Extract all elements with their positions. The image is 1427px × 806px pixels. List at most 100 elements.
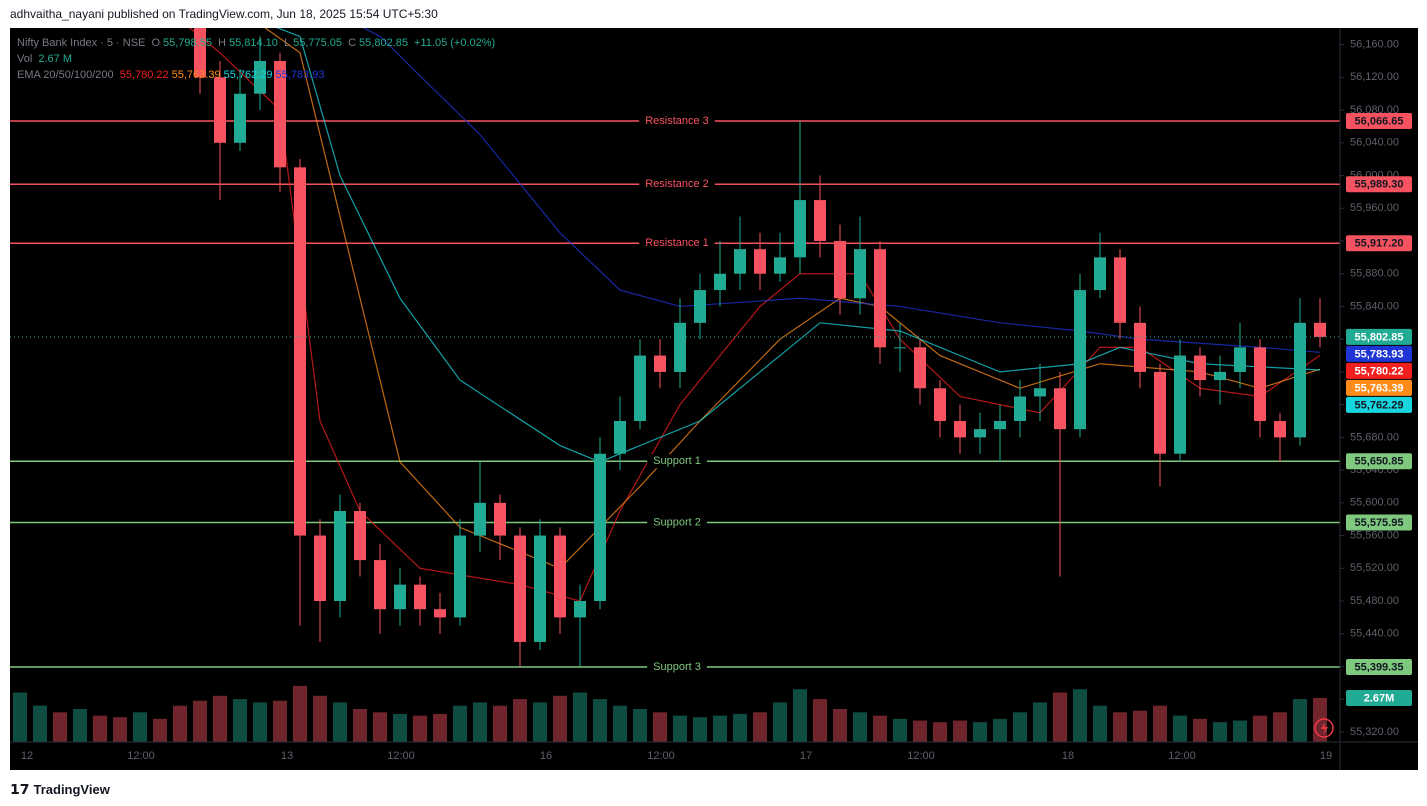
level-label: Resistance 1 xyxy=(645,237,709,249)
alert-icon[interactable] xyxy=(1314,718,1334,738)
volume-bar xyxy=(373,712,387,742)
y-tick-label: 55,840.00 xyxy=(1350,300,1399,312)
level-badge: 55,575.95 xyxy=(1355,517,1404,529)
price-pane xyxy=(10,28,1340,742)
y-tick-label: 55,440.00 xyxy=(1350,628,1399,640)
last-price-badge: 55,802.85 xyxy=(1355,331,1404,343)
ema-badge: 55,783.93 xyxy=(1355,348,1404,360)
candle-body xyxy=(954,421,966,438)
candle-body xyxy=(554,535,566,618)
x-tick-label: 12:00 xyxy=(647,750,675,762)
candle-body xyxy=(194,28,206,78)
footer-text: TradingView xyxy=(33,782,110,797)
level-label-bg xyxy=(647,515,707,530)
x-tick-label: 12:00 xyxy=(1168,750,1196,762)
y-tick-label: 56,080.00 xyxy=(1350,104,1399,116)
change: +11.05 (+0.02%) xyxy=(414,37,496,49)
y-tick-label: 55,560.00 xyxy=(1350,529,1399,541)
volume-bar xyxy=(813,699,827,742)
candle-body xyxy=(1294,322,1306,438)
level-label: Resistance 3 xyxy=(645,115,709,127)
volume-bar xyxy=(313,695,327,742)
candle-body xyxy=(414,584,426,610)
volume-bar xyxy=(993,718,1007,742)
candle-body xyxy=(1114,257,1126,323)
candle-body xyxy=(254,60,266,94)
level-label-bg xyxy=(647,454,707,469)
ema-badge: 55,762.29 xyxy=(1355,399,1404,411)
volume-bar xyxy=(393,713,407,742)
ema-value: 55,783.93 xyxy=(275,69,325,81)
volume-bar xyxy=(1253,715,1267,742)
candle-body xyxy=(974,429,986,438)
candle-body xyxy=(1214,371,1226,381)
volume-bar xyxy=(513,699,527,742)
volume-bar xyxy=(953,720,967,742)
level-badge: 55,399.35 xyxy=(1355,661,1404,673)
volume-badge-bg xyxy=(1346,689,1412,706)
volume-bar xyxy=(1093,705,1107,742)
candle-body xyxy=(474,502,486,536)
volume-bar xyxy=(573,692,587,742)
volume-bar xyxy=(1293,699,1307,742)
candle-body xyxy=(374,560,386,610)
ema-value: 55,780.22 xyxy=(119,69,169,81)
volume-bar xyxy=(333,702,347,742)
volume-bar xyxy=(233,699,247,742)
candle-body xyxy=(714,273,726,291)
candle-body xyxy=(394,584,406,610)
candle-body xyxy=(894,347,906,349)
x-tick-label: 18 xyxy=(1062,750,1074,762)
logo-mark: 𝟭𝟳 xyxy=(10,781,30,797)
ema-badge-bg xyxy=(1346,362,1412,379)
last-price-badge-bg xyxy=(1346,328,1412,345)
candle-body xyxy=(1314,322,1326,337)
y-tick-label: 55,960.00 xyxy=(1350,202,1399,214)
volume-bar xyxy=(253,702,267,742)
volume-bar xyxy=(413,715,427,742)
ema-label: EMA 20/50/100/200 xyxy=(17,69,114,81)
ema-badge-bg xyxy=(1346,345,1412,362)
volume-bar xyxy=(1053,692,1067,742)
volume-bar xyxy=(173,705,187,742)
volume-bar xyxy=(733,713,747,742)
volume-bar xyxy=(753,712,767,742)
level-label: Support 1 xyxy=(653,455,701,467)
y-tick-label: 56,040.00 xyxy=(1350,137,1399,149)
candle-body xyxy=(434,609,446,618)
candle-body xyxy=(534,535,546,642)
level-badge-bg xyxy=(1346,176,1412,193)
volume-bar xyxy=(93,715,107,742)
level-badge: 56,066.65 xyxy=(1355,115,1404,127)
candle-body xyxy=(334,511,346,602)
volume-bar xyxy=(273,700,287,742)
volume-bar xyxy=(113,717,127,742)
o-label: O xyxy=(151,37,161,49)
candle-body xyxy=(774,257,786,274)
level-label: Resistance 2 xyxy=(645,178,709,190)
ema-line xyxy=(264,28,1321,569)
candle-body xyxy=(1134,322,1146,372)
c-label: C xyxy=(348,37,357,49)
level-badge-bg xyxy=(1346,112,1412,129)
candle-body xyxy=(234,93,246,143)
y-tick-label: 55,880.00 xyxy=(1350,268,1399,280)
candle-body xyxy=(274,60,286,168)
y-tick-label: 55,520.00 xyxy=(1350,562,1399,574)
candle-body xyxy=(214,77,226,143)
candle-body xyxy=(354,511,366,561)
ema-line xyxy=(276,28,1321,463)
volume-bar xyxy=(553,695,567,742)
level-badge-bg xyxy=(1346,514,1412,531)
candle-body xyxy=(1174,355,1186,454)
level-label-bg xyxy=(639,177,715,192)
candle-body xyxy=(654,355,666,372)
level-label: Support 2 xyxy=(653,516,701,528)
volume-bar xyxy=(693,717,707,742)
footer-logo[interactable]: 𝟭𝟳 TradingView xyxy=(10,781,110,798)
alert-icon-bolt xyxy=(1321,722,1328,735)
symbol: Nifty Bank Index · 5 · NSE xyxy=(17,37,146,49)
candle-body xyxy=(734,249,746,274)
